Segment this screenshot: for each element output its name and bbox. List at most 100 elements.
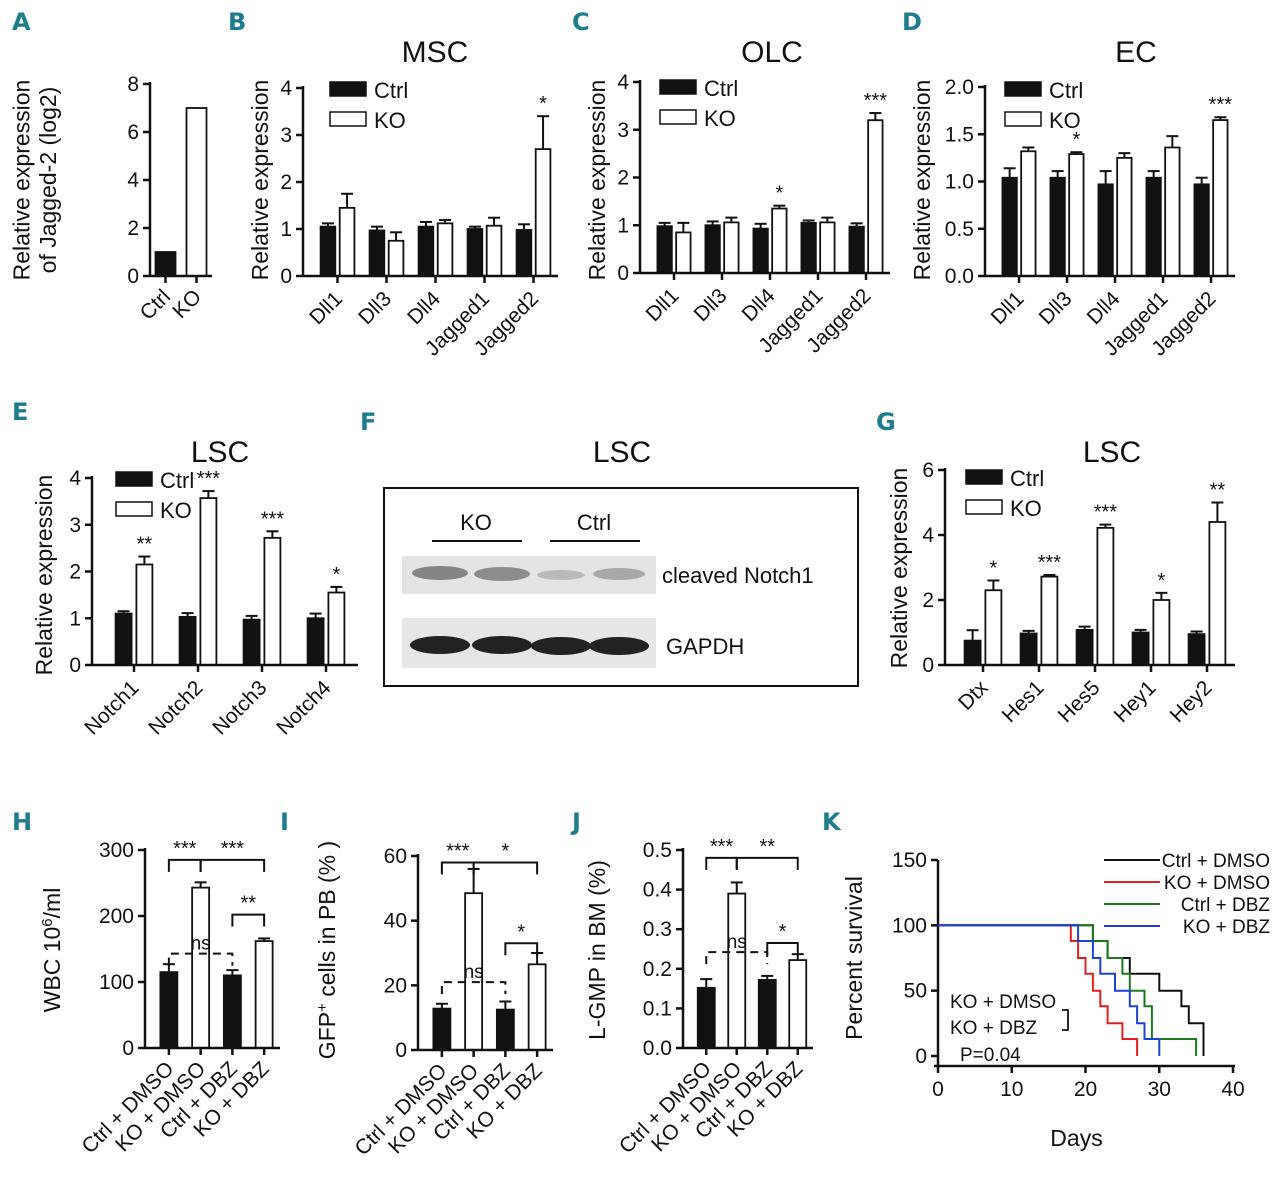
bar — [417, 225, 435, 277]
x-tick-label: 0 — [932, 1078, 944, 1101]
bar — [534, 148, 552, 277]
bar — [495, 1008, 515, 1051]
bar — [1049, 176, 1066, 277]
bar — [1068, 153, 1085, 277]
blot-frame — [383, 487, 859, 687]
significance-bracket — [705, 856, 738, 870]
bracket-label: ns — [191, 934, 211, 955]
bar — [848, 225, 865, 274]
gapdh-bands — [410, 636, 649, 655]
y-tick-label: 40 — [384, 910, 407, 933]
bar — [723, 221, 740, 274]
x-tick-label: KO — [168, 285, 206, 323]
legend-swatch-ctrl — [329, 81, 367, 97]
bracket-label: * — [501, 840, 509, 862]
bar — [984, 589, 1003, 666]
y-tick-label: 0.1 — [643, 997, 672, 1020]
significance-label: *** — [1094, 502, 1118, 524]
bar — [867, 119, 884, 274]
y-tick-label: 0 — [122, 1037, 134, 1060]
y-tick-label: 0.5 — [945, 218, 974, 241]
y-tick-label: 0.3 — [643, 918, 672, 941]
survival-curve — [938, 924, 1198, 1056]
bar — [254, 940, 274, 1049]
y-tick-label: 100 — [99, 971, 134, 994]
notch1-band — [593, 568, 645, 580]
panel-label-b: B — [228, 8, 246, 36]
y-axis-label: WBC 106/ml — [39, 888, 66, 1013]
bar — [704, 224, 721, 274]
significance-label: *** — [864, 90, 888, 112]
y-tick-label: 0.0 — [643, 1037, 672, 1060]
y-tick-label: 60 — [384, 845, 407, 868]
legend-label: KO + DBZ — [1183, 917, 1270, 938]
bar — [135, 563, 154, 666]
y-tick-label: 100 — [892, 914, 927, 937]
panel-label-e: E — [12, 398, 28, 426]
legend-swatch-ko — [659, 109, 697, 125]
bar — [771, 207, 788, 274]
bar — [1116, 156, 1133, 277]
bar — [727, 892, 747, 1049]
bar — [527, 963, 547, 1051]
bar — [1096, 526, 1115, 666]
panel-label-h: H — [12, 808, 32, 836]
x-tick-label: Notch4 — [272, 676, 336, 740]
significance-bracket — [766, 942, 799, 956]
chart-panel-a: Relative expressionof Jagged-2 (log2)Ctr… — [9, 73, 212, 325]
chart-title: LSC — [191, 436, 249, 469]
y-tick-label: 0.5 — [643, 839, 672, 862]
bar — [199, 497, 218, 666]
bar — [159, 971, 179, 1049]
bar — [1164, 146, 1181, 277]
legend-label: Ctrl + DMSO — [1162, 851, 1270, 872]
y-tick-label: 0.0 — [945, 265, 974, 288]
bar — [368, 229, 386, 277]
significance-label: * — [1158, 570, 1166, 592]
y-axis-label-part: 6 — [39, 918, 56, 926]
y-tick-label: 2 — [69, 561, 81, 584]
x-tick-label: Hes5 — [1054, 676, 1105, 727]
y-tick-label: 20 — [384, 974, 407, 997]
chart-title: MSC — [402, 36, 469, 69]
y-tick-label: 2 — [280, 171, 292, 194]
panel-label-a: A — [12, 8, 31, 36]
y-axis-label-part: WBC 10 — [39, 927, 65, 1013]
gapdh-band — [472, 636, 532, 654]
panel-label-k: K — [822, 808, 842, 836]
chart-panel-k: Percent survival 0 50 100 150 0 10 20 30 40 Days Ct… — [841, 849, 1270, 1151]
x-tick-label: Notch1 — [80, 676, 143, 739]
y-axis-label-part: + — [314, 1003, 331, 1012]
legend-label-ctrl: Ctrl — [160, 468, 194, 493]
bar — [114, 612, 133, 666]
bar — [1040, 575, 1059, 666]
x-tick-label: Dll1 — [642, 284, 684, 326]
bar — [191, 886, 211, 1049]
y-tick-label: 8 — [127, 73, 139, 96]
panel-label-f: F — [360, 408, 376, 436]
panel-label-j: J — [570, 808, 581, 836]
x-tick-label: Hes1 — [998, 676, 1049, 727]
significance-bracket — [167, 858, 202, 872]
y-tick-label: 2 — [617, 167, 629, 190]
gapdh-band — [410, 636, 470, 654]
bar — [1001, 176, 1018, 277]
y-axis-label: Relative expression — [584, 80, 610, 281]
bar — [757, 978, 777, 1049]
bar — [819, 221, 836, 274]
x-tick-label: Hey1 — [1110, 676, 1161, 727]
legend-swatch-ctrl — [1004, 81, 1042, 97]
chart-title: OLC — [741, 36, 803, 69]
legend-label-ctrl: Ctrl — [1010, 466, 1044, 491]
bar — [432, 1007, 452, 1051]
y-tick-label: 1.0 — [945, 171, 974, 194]
legend-swatch-ko — [329, 111, 367, 127]
y-axis-label: Percent survival — [841, 876, 867, 1040]
legend-label-ko: KO — [374, 108, 406, 133]
y-tick-label: 4 — [617, 71, 629, 94]
x-tick-label: Notch2 — [144, 676, 207, 739]
y-tick-label: 4 — [280, 77, 292, 100]
